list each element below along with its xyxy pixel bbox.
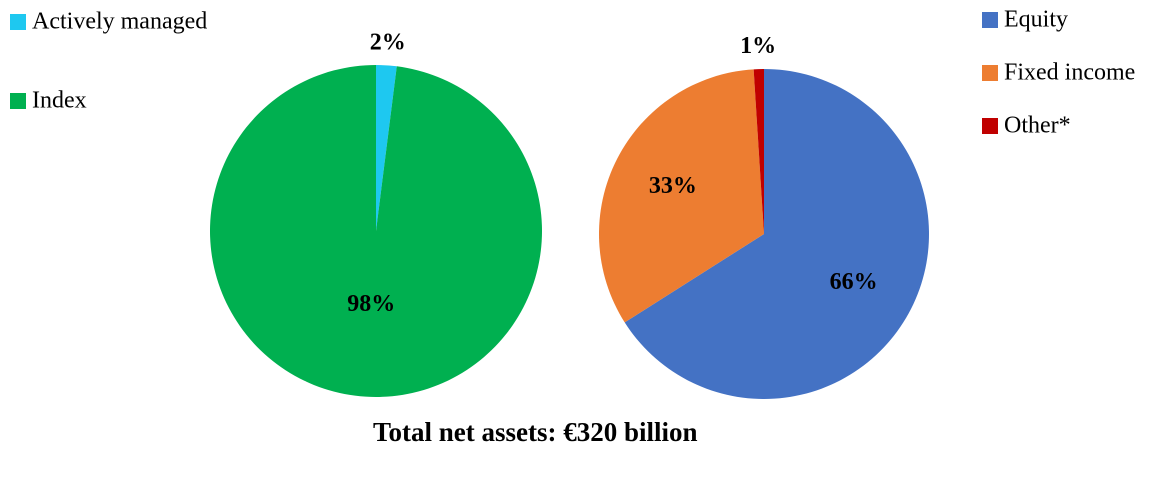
legend-label: Other* [1004,113,1071,139]
legend-swatch [982,12,998,28]
pie-slice [599,69,764,323]
legend-label: Actively managed [32,9,207,35]
pie-slice [376,65,397,231]
pie-slice [753,69,764,234]
pie-slice [210,65,542,397]
legend-label: Equity [1004,7,1068,33]
footer-note: Total net assets: €320 billion [373,417,698,447]
pie-slice [624,69,929,400]
legend-swatch [10,93,26,109]
legend-label: Index [32,88,87,114]
legend-swatch [10,14,26,30]
data-label: 33% [649,173,697,199]
data-label: 2% [370,29,406,55]
data-label: 98% [347,291,395,317]
data-label: 1% [740,33,776,59]
legend-swatch [982,65,998,81]
legend-swatch [982,118,998,134]
data-label: 66% [830,269,878,295]
legend-label: Fixed income [1004,60,1135,86]
